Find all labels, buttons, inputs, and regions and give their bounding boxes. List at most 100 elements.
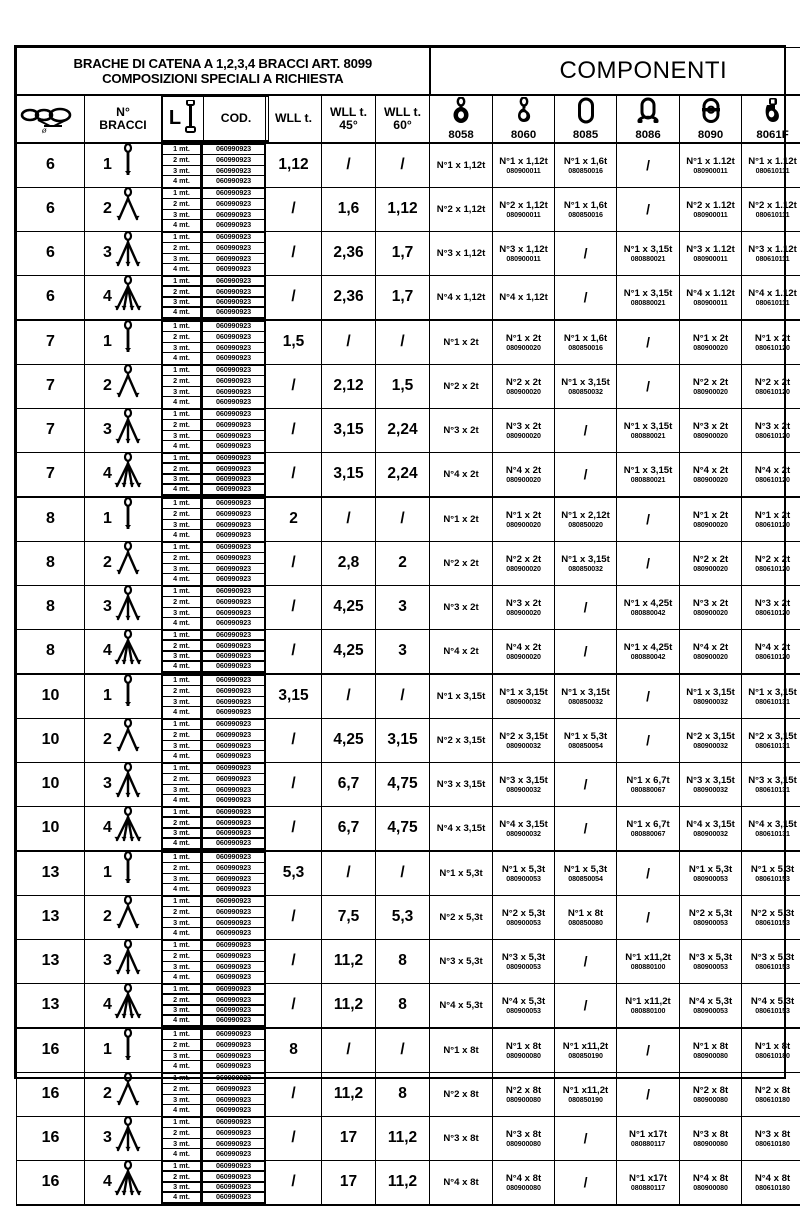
length-option[interactable]: 1 mt. bbox=[163, 719, 201, 730]
branch-count-value: 2 bbox=[103, 377, 112, 395]
length-option[interactable]: 3 mt. bbox=[163, 607, 201, 618]
length-option[interactable]: 2 mt. bbox=[163, 155, 201, 166]
length-option[interactable]: 3 mt. bbox=[163, 563, 201, 574]
length-option[interactable]: 1 mt. bbox=[163, 1161, 201, 1171]
length-option[interactable]: 4 mt. bbox=[163, 751, 201, 762]
length-option[interactable]: 3 mt. bbox=[163, 165, 201, 176]
length-option[interactable]: 2 mt. bbox=[163, 553, 201, 564]
length-option[interactable]: 2 mt. bbox=[163, 1171, 201, 1181]
length-option[interactable]: 1 mt. bbox=[163, 852, 201, 863]
length-option[interactable]: 1 mt. bbox=[163, 321, 201, 332]
length-option[interactable]: 3 mt. bbox=[163, 386, 201, 397]
length-option[interactable]: 2 mt. bbox=[163, 863, 201, 874]
length-option[interactable]: 2 mt. bbox=[163, 243, 201, 254]
length-option[interactable]: 1 mt. bbox=[163, 675, 201, 686]
branch-count-value: 3 bbox=[103, 598, 112, 616]
length-option[interactable]: 3 mt. bbox=[163, 873, 201, 884]
length-option[interactable]: 3 mt. bbox=[163, 430, 201, 441]
length-option[interactable]: 2 mt. bbox=[163, 730, 201, 741]
length-option[interactable]: 2 mt. bbox=[163, 951, 201, 962]
length-option[interactable]: 2 mt. bbox=[163, 420, 201, 431]
length-option[interactable]: 3 mt. bbox=[163, 651, 201, 661]
length-option[interactable]: 2 mt. bbox=[163, 597, 201, 608]
length-option[interactable]: 3 mt. bbox=[163, 784, 201, 795]
length-option[interactable]: 3 mt. bbox=[163, 519, 201, 530]
length-option[interactable]: 3 mt. bbox=[163, 1182, 201, 1192]
wll-45-value: / bbox=[322, 674, 376, 719]
length-option[interactable]: 4 mt. bbox=[163, 220, 201, 231]
length-option[interactable]: 4 mt. bbox=[163, 574, 201, 585]
length-option[interactable]: 2 mt. bbox=[163, 509, 201, 520]
length-option[interactable]: 1 mt. bbox=[163, 940, 201, 951]
length-option[interactable]: 3 mt. bbox=[163, 297, 201, 307]
length-option[interactable]: 3 mt. bbox=[163, 696, 201, 707]
length-option[interactable]: 4 mt. bbox=[163, 884, 201, 895]
length-option[interactable]: 4 mt. bbox=[163, 618, 201, 629]
length-option[interactable]: 1 mt. bbox=[163, 586, 201, 597]
length-option[interactable]: 2 mt. bbox=[163, 817, 201, 827]
length-option[interactable]: 3 mt. bbox=[163, 917, 201, 928]
length-option[interactable]: 4 mt. bbox=[163, 441, 201, 452]
length-option[interactable]: 1 mt. bbox=[163, 630, 201, 640]
length-option[interactable]: 3 mt. bbox=[163, 209, 201, 220]
length-option[interactable]: 3 mt. bbox=[163, 474, 201, 484]
length-option[interactable]: 3 mt. bbox=[163, 1050, 201, 1061]
length-option[interactable]: 4 mt. bbox=[163, 484, 201, 494]
length-option[interactable]: 2 mt. bbox=[163, 199, 201, 210]
length-option[interactable]: 4 mt. bbox=[163, 1105, 201, 1116]
length-option[interactable]: 1 mt. bbox=[163, 896, 201, 907]
length-option[interactable]: 2 mt. bbox=[163, 994, 201, 1004]
length-option[interactable]: 2 mt. bbox=[163, 332, 201, 343]
length-option[interactable]: 2 mt. bbox=[163, 640, 201, 650]
length-option[interactable]: 4 mt. bbox=[163, 1192, 201, 1202]
length-option[interactable]: 1 mt. bbox=[163, 1073, 201, 1084]
length-option[interactable]: 3 mt. bbox=[163, 253, 201, 264]
length-option[interactable]: 3 mt. bbox=[163, 342, 201, 353]
length-option[interactable]: 2 mt. bbox=[163, 907, 201, 918]
length-option[interactable]: 4 mt. bbox=[163, 1015, 201, 1025]
length-option[interactable]: 1 mt. bbox=[163, 1117, 201, 1128]
length-option[interactable]: 1 mt. bbox=[163, 807, 201, 817]
length-option[interactable]: 4 mt. bbox=[163, 353, 201, 364]
length-option[interactable]: 2 mt. bbox=[163, 774, 201, 785]
length-option[interactable]: 1 mt. bbox=[163, 409, 201, 420]
length-option[interactable]: 3 mt. bbox=[163, 961, 201, 972]
length-option[interactable]: 4 mt. bbox=[163, 795, 201, 806]
length-option[interactable]: 3 mt. bbox=[163, 828, 201, 838]
length-option[interactable]: 3 mt. bbox=[163, 1138, 201, 1149]
length-option[interactable]: 3 mt. bbox=[163, 1005, 201, 1015]
length-option[interactable]: 4 mt. bbox=[163, 1061, 201, 1072]
length-option[interactable]: 3 mt. bbox=[163, 1094, 201, 1105]
length-option[interactable]: 4 mt. bbox=[163, 661, 201, 671]
length-option[interactable]: 2 mt. bbox=[163, 1040, 201, 1051]
length-option[interactable]: 3 mt. bbox=[163, 740, 201, 751]
length-option[interactable]: 1 mt. bbox=[163, 276, 201, 286]
length-option[interactable]: 4 mt. bbox=[163, 838, 201, 848]
length-option[interactable]: 1 mt. bbox=[163, 1029, 201, 1040]
length-option[interactable]: 2 mt. bbox=[163, 686, 201, 697]
length-option[interactable]: 1 mt. bbox=[163, 365, 201, 376]
length-option[interactable]: 2 mt. bbox=[163, 1084, 201, 1095]
component-8086-code: 080880021 bbox=[617, 255, 679, 263]
length-option[interactable]: 4 mt. bbox=[163, 928, 201, 939]
length-option[interactable]: 1 mt. bbox=[163, 542, 201, 553]
length-option[interactable]: 1 mt. bbox=[163, 498, 201, 509]
length-option[interactable]: 1 mt. bbox=[163, 453, 201, 463]
length-option[interactable]: 4 mt. bbox=[163, 176, 201, 187]
length-option[interactable]: 2 mt. bbox=[163, 286, 201, 296]
length-option[interactable]: 1 mt. bbox=[163, 188, 201, 199]
length-option[interactable]: 2 mt. bbox=[163, 376, 201, 387]
length-option[interactable]: 1 mt. bbox=[163, 144, 201, 155]
length-option[interactable]: 1 mt. bbox=[163, 763, 201, 774]
length-option[interactable]: 4 mt. bbox=[163, 264, 201, 275]
length-option[interactable]: 4 mt. bbox=[163, 1149, 201, 1160]
length-option[interactable]: 1 mt. bbox=[163, 232, 201, 243]
length-option[interactable]: 2 mt. bbox=[163, 1128, 201, 1139]
length-option[interactable]: 1 mt. bbox=[163, 984, 201, 994]
length-option[interactable]: 4 mt. bbox=[163, 307, 201, 317]
length-option[interactable]: 2 mt. bbox=[163, 463, 201, 473]
length-option[interactable]: 4 mt. bbox=[163, 707, 201, 718]
length-option[interactable]: 4 mt. bbox=[163, 397, 201, 408]
length-option[interactable]: 4 mt. bbox=[163, 530, 201, 541]
length-option[interactable]: 4 mt. bbox=[163, 972, 201, 983]
